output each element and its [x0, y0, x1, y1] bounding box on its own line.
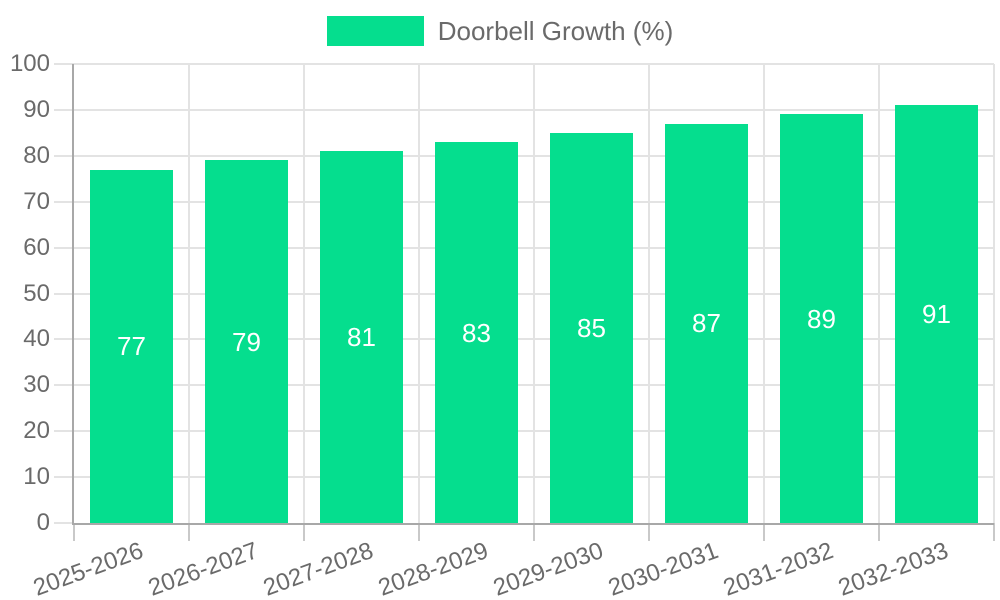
x-tick-mark — [73, 523, 75, 541]
y-tick-mark — [54, 338, 74, 341]
x-tick-mark — [993, 523, 995, 541]
legend: Doorbell Growth (%) — [0, 16, 1000, 46]
y-tick-mark — [54, 108, 74, 111]
bar-2028-2029[interactable]: 83 — [435, 142, 518, 523]
bar-value-label: 81 — [347, 322, 376, 353]
y-axis-tick-label: 0 — [36, 509, 50, 536]
x-tick-mark — [188, 523, 190, 541]
y-axis-tick-label: 20 — [23, 417, 50, 445]
bar-value-label: 79 — [232, 326, 261, 357]
x-gridline — [303, 64, 305, 523]
bar-value-label: 91 — [922, 299, 951, 330]
bar-value-label: 89 — [807, 303, 836, 334]
bar-2029-2030[interactable]: 85 — [550, 132, 633, 523]
y-tick-mark — [54, 522, 74, 524]
x-tick-mark — [878, 523, 880, 541]
y-axis-tick-label: 80 — [23, 141, 50, 169]
y-tick-mark — [54, 200, 74, 203]
x-tick-mark — [418, 523, 420, 541]
x-gridline — [188, 64, 190, 523]
y-tick-mark — [54, 430, 74, 433]
y-tick-mark — [54, 292, 74, 295]
bar-2026-2027[interactable]: 79 — [205, 160, 288, 523]
x-gridline — [993, 64, 995, 523]
y-axis-tick-label: 30 — [23, 371, 50, 399]
bar-2027-2028[interactable]: 81 — [320, 151, 403, 523]
x-gridline — [878, 64, 880, 523]
bar-value-label: 83 — [462, 317, 491, 348]
bar-2030-2031[interactable]: 87 — [665, 123, 748, 523]
x-tick-mark — [648, 523, 650, 541]
y-axis-tick-label: 70 — [23, 187, 50, 215]
x-gridline — [418, 64, 420, 523]
y-axis-tick-label: 60 — [23, 233, 50, 261]
y-axis-tick-label: 40 — [23, 325, 50, 353]
legend-swatch-icon — [326, 16, 424, 46]
y-tick-mark — [54, 154, 74, 157]
y-axis-line — [72, 64, 74, 525]
legend-item-doorbell-growth[interactable]: Doorbell Growth (%) — [326, 16, 674, 46]
bar-value-label: 87 — [692, 308, 721, 339]
y-tick-mark — [54, 476, 74, 479]
x-tick-mark — [303, 523, 305, 541]
y-tick-mark — [54, 63, 74, 65]
x-tick-mark — [533, 523, 535, 541]
bar-2032-2033[interactable]: 91 — [895, 105, 978, 523]
y-axis-tick-label: 90 — [23, 95, 50, 123]
x-gridline — [763, 64, 765, 523]
x-gridline — [533, 64, 535, 523]
x-axis-line — [72, 523, 994, 525]
legend-label: Doorbell Growth (%) — [437, 16, 674, 46]
bar-2031-2032[interactable]: 89 — [780, 114, 863, 523]
y-axis-tick-label: 10 — [23, 463, 50, 491]
y-axis-tick-label: 50 — [23, 279, 50, 307]
x-gridline — [648, 64, 650, 523]
y-tick-mark — [54, 384, 74, 387]
y-axis-tick-label: 100 — [9, 50, 50, 77]
y-tick-mark — [54, 246, 74, 249]
bar-value-label: 77 — [117, 331, 146, 362]
bar-value-label: 85 — [577, 312, 606, 343]
x-tick-mark — [763, 523, 765, 541]
bar-2025-2026[interactable]: 77 — [90, 169, 173, 523]
